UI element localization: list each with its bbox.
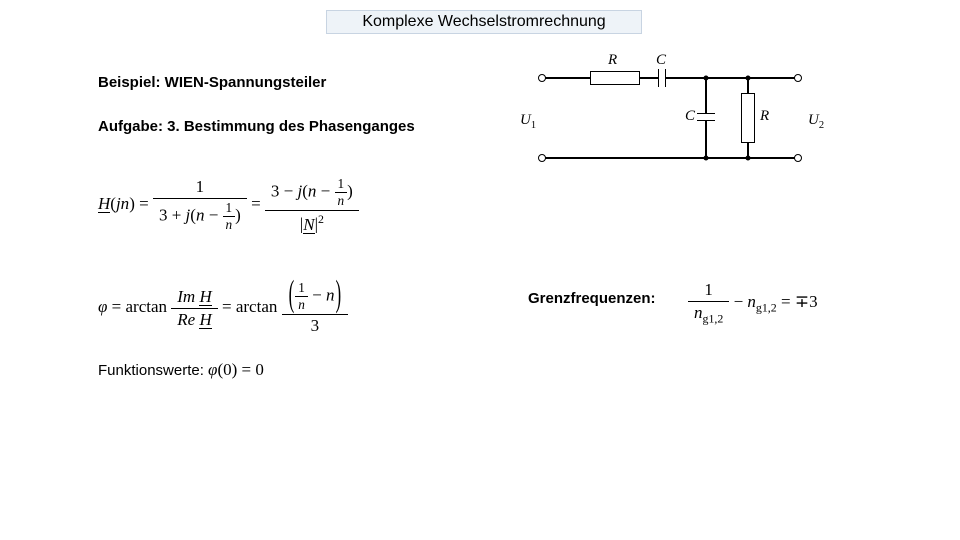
eq2-sfnum: 1	[295, 280, 308, 296]
wire	[705, 121, 706, 158]
eq3-num: 1	[688, 280, 729, 301]
eq1-den1-j: j	[186, 206, 191, 225]
funk-label: Funktionswerte:	[98, 362, 208, 379]
eq1-num2-minus: −	[316, 181, 334, 200]
funk-val: = 0	[237, 360, 264, 379]
label-R-parallel: R	[760, 108, 769, 125]
eq2-Re: Re	[177, 310, 199, 329]
eq3-eq: =	[777, 292, 795, 311]
label-C-parallel: C	[685, 108, 695, 125]
eq1-num2-a: 3 −	[271, 181, 298, 200]
sym-phi: φ	[98, 297, 107, 316]
eq1-den1-a: 3 +	[159, 206, 186, 225]
resistor-parallel	[741, 93, 755, 143]
eq1-num2-j: j	[298, 181, 303, 200]
funk-arg: 0	[223, 360, 232, 379]
resistor-series	[590, 71, 640, 85]
wire	[705, 78, 706, 113]
wire	[666, 77, 706, 78]
eq1-den1-sfden: n	[223, 216, 236, 233]
eq2-arctan1: = arctan	[107, 297, 171, 316]
eq2-H2: H	[199, 310, 211, 329]
wire	[747, 78, 748, 93]
eq2-sfden: n	[295, 296, 308, 313]
label-U1: U1	[520, 112, 536, 131]
funk-phi: φ	[208, 360, 217, 379]
eq3-n-sub: g1,2	[756, 301, 777, 315]
eq3-three: 3	[809, 292, 818, 311]
eq1-den1-minus: −	[204, 206, 222, 225]
wire	[545, 77, 590, 78]
sym-jn: jn	[116, 194, 129, 213]
label-U2: U2	[808, 112, 824, 131]
eq1-num2-sfden: n	[335, 192, 348, 209]
grenzfrequenzen-label: Grenzfrequenzen:	[528, 290, 656, 307]
eq2-n: n	[326, 285, 335, 304]
eq2-minus: −	[308, 285, 326, 304]
funktionswerte: Funktionswerte: φ(0) = 0	[98, 360, 264, 380]
eq3-minus: −	[729, 292, 747, 311]
wire	[640, 77, 658, 78]
eq2-Im: Im	[177, 287, 199, 306]
label-C-series: C	[656, 52, 666, 69]
equation-grenz: 1 ng1,2 − ng1,2 = ∓3	[688, 280, 818, 326]
terminal-u2-bot	[794, 154, 802, 162]
eq1-num1: 1	[196, 177, 205, 196]
wire	[747, 143, 748, 158]
label-R-series: R	[608, 52, 617, 69]
subtitle: Beispiel: WIEN-Spannungsteiler	[98, 74, 326, 91]
eq2-den3: 3	[282, 314, 349, 336]
wire	[748, 77, 795, 78]
eq1-den2-sq: 2	[318, 212, 324, 226]
eq1-den2-N: N	[303, 215, 314, 234]
eq2-arctan2: = arctan	[222, 297, 282, 316]
eq3-den-sub: g1,2	[703, 311, 724, 325]
equation-phi: φ = arctan Im H Re H = arctan (1n − n) 3	[98, 280, 348, 336]
page-title: Komplexe Wechselstromrechnung	[326, 10, 642, 34]
eq3-den-n: n	[694, 303, 703, 322]
circuit-diagram: R C C R U1 U2	[530, 58, 850, 173]
terminal-u2-top	[794, 74, 802, 82]
wire	[545, 157, 795, 158]
eq1-den1-sfnum: 1	[223, 200, 236, 216]
eq3-n: n	[747, 292, 756, 311]
sym-H: H	[98, 194, 110, 213]
eq1-num2-sfnum: 1	[335, 176, 348, 192]
equation-H: H(jn) = 1 3 + j(n − 1n) = 3 − j(n − 1n) …	[98, 176, 359, 235]
task-line: Aufgabe: 3. Bestimmung des Phasenganges	[98, 118, 415, 135]
eq2-H1: H	[199, 287, 211, 306]
eq3-mp: ∓	[795, 292, 809, 311]
wire	[706, 77, 748, 78]
